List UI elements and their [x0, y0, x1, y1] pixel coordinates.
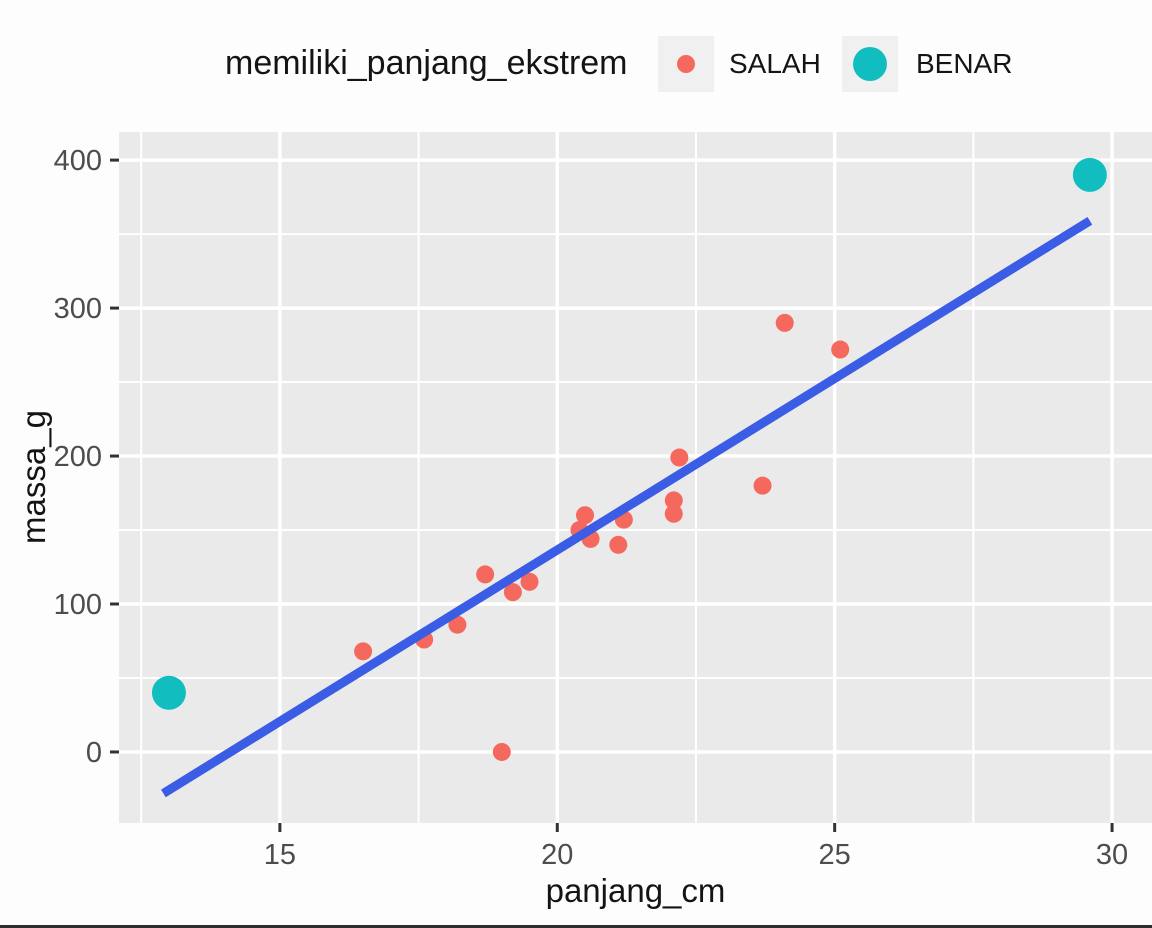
data-point-salah [609, 535, 628, 554]
legend-label-benar: BENAR [916, 48, 1013, 79]
data-point-benar [151, 675, 186, 710]
data-point-salah [503, 583, 522, 602]
y-tick-label: 200 [54, 441, 102, 473]
y-tick-label: 0 [86, 737, 102, 769]
data-point-salah [831, 340, 850, 359]
y-axis-title: massa_g [15, 410, 52, 544]
salah-dot-icon [677, 55, 695, 73]
data-point-salah [492, 742, 511, 761]
benar-dot-icon [853, 47, 887, 81]
data-point-salah [354, 642, 373, 661]
data-point-salah [520, 572, 539, 591]
y-tick-label: 100 [54, 589, 102, 621]
x-tick-label: 30 [1096, 839, 1128, 871]
data-point-salah [775, 313, 794, 332]
y-tick-label: 300 [54, 293, 102, 325]
legend-title: memiliki_panjang_ekstrem [225, 44, 628, 82]
bottom-edge-artifact [0, 925, 1152, 928]
data-point-benar [1072, 157, 1107, 192]
legend-key-salah [658, 36, 714, 92]
plot-panel [119, 132, 1152, 823]
data-point-salah [664, 504, 683, 523]
x-axis-title: panjang_cm [545, 872, 726, 909]
data-point-salah [448, 615, 467, 634]
legend-label-salah: SALAH [729, 48, 821, 79]
data-point-salah [576, 506, 595, 525]
data-point-salah [753, 476, 772, 495]
x-tick-label: 25 [819, 839, 851, 871]
legend-key-benar [842, 36, 898, 92]
regression-line [161, 216, 1093, 798]
data-point-salah [670, 448, 689, 467]
x-tick-label: 15 [264, 839, 296, 871]
data-point-salah [476, 565, 495, 584]
y-tick-label: 400 [54, 145, 102, 177]
x-tick-label: 20 [541, 839, 573, 871]
data-point-salah [664, 491, 683, 510]
